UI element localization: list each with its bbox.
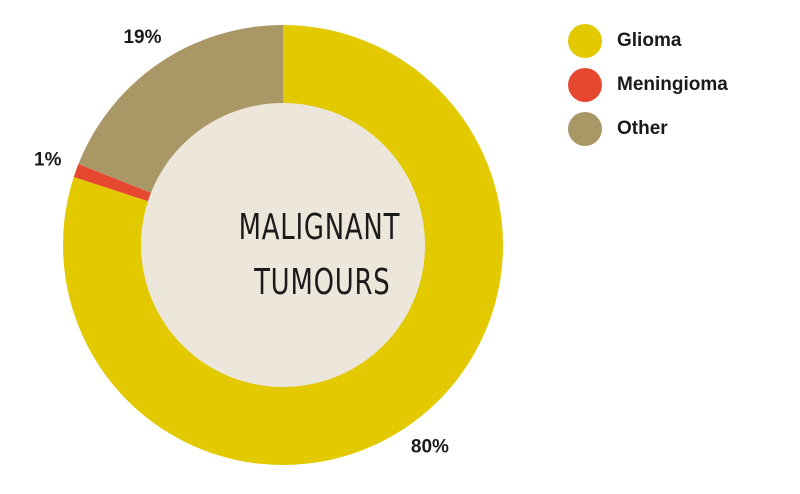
legend-label: Meningioma [617, 74, 728, 95]
value-label: 80% [411, 436, 449, 457]
legend-swatch [568, 112, 602, 146]
legend-swatch [568, 24, 602, 58]
center-label: TUMOURS [253, 261, 390, 303]
legend-swatch [568, 68, 602, 102]
legend-label: Other [617, 118, 668, 139]
value-label: 1% [34, 149, 62, 170]
legend-label: Glioma [617, 30, 682, 51]
value-label: 19% [123, 27, 161, 48]
center-label: MALIGNANT [239, 206, 401, 248]
donut-hole [141, 103, 425, 387]
